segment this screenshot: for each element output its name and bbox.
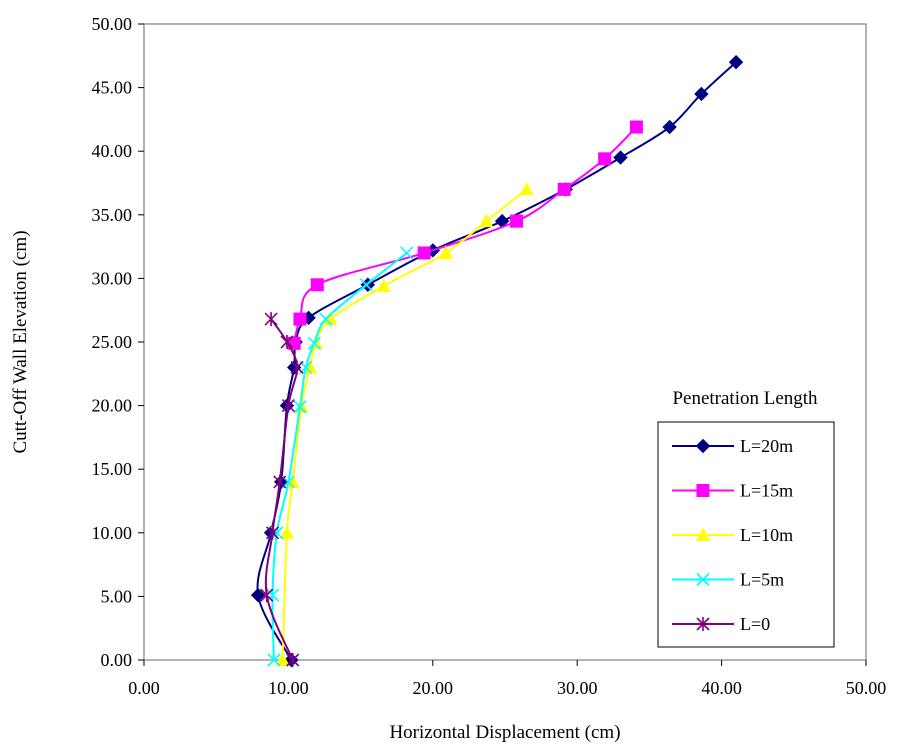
data-point [285,474,300,488]
legend-items: L=20m L=15m L=10m L=5m L=0 [672,436,793,634]
legend: Penetration Length L=20mL=15mL=10mL=5mL=… [657,388,835,648]
data-point [303,359,318,374]
legend-item: L=5m [672,570,784,590]
legend-swatch-marker [696,484,710,497]
data-point [400,246,414,260]
data-point [260,588,274,603]
data-point [264,312,278,327]
legend-item: L=0 [672,614,770,634]
data-point [662,119,677,135]
legend-label: L=10m [740,525,793,545]
x-axis-title: Horizontal Displacement (cm) [389,722,620,743]
data-point [275,652,290,666]
data-point [728,54,744,70]
data-point [510,214,524,228]
y-tick-label: 30.00 [92,268,133,288]
legend-label: L=15m [740,481,793,501]
legend-swatch-marker [696,527,710,541]
y-axis-title: Cutt-Off Wall Elevation (cm) [10,230,31,453]
y-tick-label: 5.00 [101,586,133,606]
data-point [267,653,281,667]
data-point [438,245,453,259]
y-tick-label: 40.00 [92,141,133,161]
series-1 [287,120,643,350]
series-layer [250,54,744,668]
y-axis: 0.00 5.00 10.00 15.00 20.00 25.00 30.00 35.00 40… [92,14,144,670]
data-point [279,525,294,539]
data-point [694,86,709,102]
data-point [310,278,324,292]
data-point [557,182,571,196]
legend-item: L=10m [672,525,793,545]
y-tick-label: 15.00 [92,459,133,479]
data-point [359,278,373,292]
legend-item: L=15m [672,481,793,501]
legend-title: Penetration Length [672,388,818,409]
legend-swatch-marker [695,438,711,454]
x-tick-label: 30.00 [557,678,598,698]
data-point [479,213,494,228]
data-point [250,587,266,603]
x-tick-label: 10.00 [268,678,309,698]
legend-label: L=0 [740,614,770,634]
x-tick-label: 0.00 [128,678,160,698]
data-point [286,653,300,667]
legend-swatch-marker [696,617,710,631]
data-point [519,181,534,196]
y-tick-label: 10.00 [92,523,133,543]
data-point [319,312,333,326]
legend-label: L=20m [740,436,793,456]
data-point [290,360,304,375]
data-point [417,246,431,260]
x-tick-label: 50.00 [846,678,887,698]
data-point [629,120,643,134]
x-tick-label: 40.00 [701,678,742,698]
data-point [307,336,321,350]
data-point [265,525,280,540]
series-2 [275,181,534,666]
y-tick-label: 35.00 [92,205,133,225]
data-point [293,312,307,326]
legend-label: L=5m [740,570,784,590]
x-axis: 0.00 10.00 20.00 30.00 40.00 50.00 [128,660,886,698]
y-tick-label: 25.00 [92,332,133,352]
x-tick-label: 20.00 [413,678,454,698]
y-tick-label: 45.00 [92,78,133,98]
data-point [323,311,338,326]
data-point [293,400,307,414]
data-point [280,335,294,349]
data-point [613,150,628,165]
data-point [281,398,295,413]
data-point [273,474,287,489]
legend-swatch-marker [696,572,710,587]
data-point [376,278,391,293]
y-tick-label: 20.00 [92,396,133,416]
y-tick-label: 50.00 [92,14,133,34]
y-tick-label: 0.00 [101,650,133,670]
legend-item: L=20m [672,436,793,456]
series-line [271,252,408,661]
series-4 [260,312,304,667]
data-point [598,152,612,166]
